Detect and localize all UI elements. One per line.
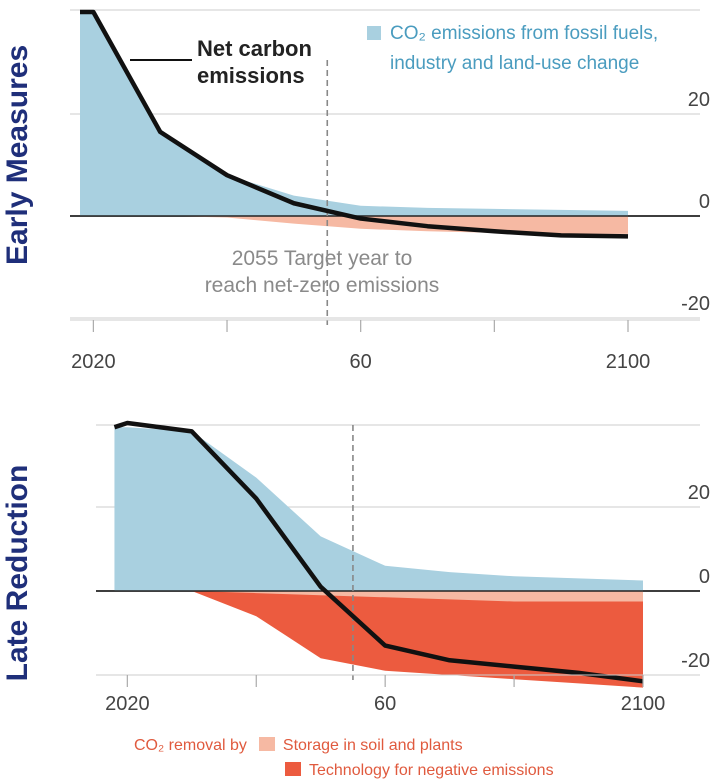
net-label-line2: emissions bbox=[197, 63, 305, 88]
area-soil-storage bbox=[114, 591, 643, 602]
fossil-legend-line2: industry and land-use change bbox=[390, 53, 639, 74]
x-tick-label: 2100 bbox=[606, 351, 651, 373]
y-tick-label: -20 bbox=[681, 293, 710, 315]
x-tick-label: 2100 bbox=[621, 693, 666, 715]
fossil-legend-line1: CO₂ emissions from fossil fuels, bbox=[390, 23, 658, 44]
target-annotation: 2055 Target year to reach net-zero emiss… bbox=[205, 247, 440, 297]
net-emissions-line bbox=[80, 9, 629, 239]
removal-by-label: CO₂ removal by bbox=[134, 737, 247, 754]
x-tick-label: 2020 bbox=[71, 351, 116, 373]
storage-label: Storage in soil and plants bbox=[282, 737, 463, 754]
y-tick-label: 20 bbox=[688, 89, 710, 111]
y-tick-label: 0 bbox=[699, 191, 710, 213]
panel-early-measures: 2020 60 2100 20 0 -20 bbox=[70, 9, 710, 373]
target-line1: 2055 Target year to bbox=[232, 247, 413, 270]
x-tick-label: 60 bbox=[350, 351, 372, 373]
panel-late-reduction: 2020 60 2100 20 0 -20 bbox=[96, 420, 710, 715]
x-tick-label: 60 bbox=[374, 693, 396, 715]
y-tick-label: 20 bbox=[688, 482, 710, 504]
x-tick-label: 2020 bbox=[105, 693, 150, 715]
legend-row-technology: Technology for negative emissions bbox=[285, 762, 554, 780]
net-label-line1: Net carbon bbox=[197, 36, 312, 61]
area-fossil-emissions bbox=[80, 12, 628, 216]
net-emissions-line bbox=[113, 420, 644, 684]
fossil-legend: CO₂ emissions from fossil fuels, industr… bbox=[367, 23, 658, 74]
technology-swatch bbox=[285, 762, 301, 776]
legend-row-storage: CO₂ removal by Storage in soil and plants bbox=[134, 737, 463, 755]
area-fossil-emissions bbox=[114, 427, 643, 591]
y-tick-label: 0 bbox=[699, 566, 710, 588]
target-line2: reach net-zero emissions bbox=[205, 274, 440, 297]
fossil-legend-swatch bbox=[367, 26, 381, 40]
net-carbon-label: Net carbon emissions bbox=[130, 36, 312, 88]
y-tick-label: -20 bbox=[681, 650, 710, 672]
technology-label: Technology for negative emissions bbox=[309, 762, 554, 779]
storage-swatch bbox=[258, 737, 275, 751]
